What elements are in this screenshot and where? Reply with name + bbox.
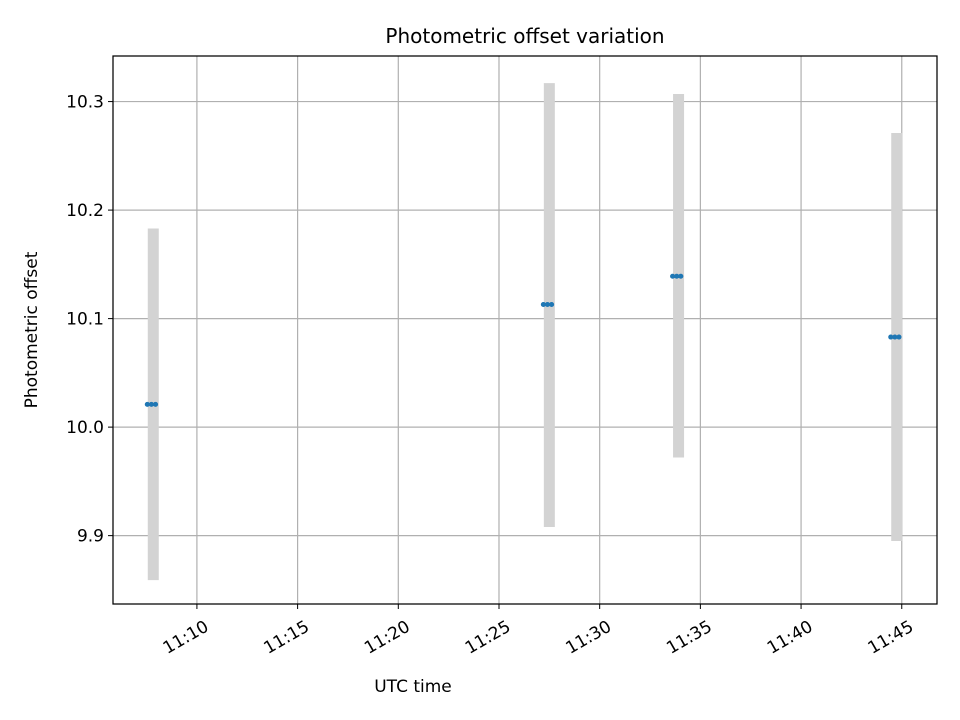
x-tick-label: 11:35 — [663, 617, 715, 659]
y-tick-label: 10.2 — [66, 201, 104, 221]
x-tick-label: 11:15 — [260, 617, 312, 659]
error-bars — [147, 83, 903, 581]
x-tick-label: 11:30 — [563, 617, 615, 659]
chart-title: Photometric offset variation — [385, 24, 664, 48]
data-points — [144, 273, 906, 407]
x-tick-label: 11:20 — [361, 617, 413, 659]
y-tick-label: 9.9 — [77, 527, 104, 547]
x-axis-label: UTC time — [374, 677, 452, 697]
x-tick-label: 11:25 — [462, 617, 514, 659]
x-tick-label: 11:45 — [865, 617, 917, 659]
x-tick-label: 11:10 — [160, 617, 212, 659]
axis-ticks: 11:10 11:15 11:20 11:25 11:30 11:35 11:40 11:45… — [66, 93, 917, 659]
x-tick-label: 11:40 — [764, 617, 816, 659]
y-tick-label: 10.0 — [66, 418, 104, 438]
y-tick-label: 10.1 — [66, 310, 104, 330]
y-tick-label: 10.3 — [66, 93, 104, 113]
plot-area-frame — [112, 55, 938, 605]
y-axis-label: Photometric offset — [22, 251, 42, 408]
grid — [113, 56, 937, 604]
